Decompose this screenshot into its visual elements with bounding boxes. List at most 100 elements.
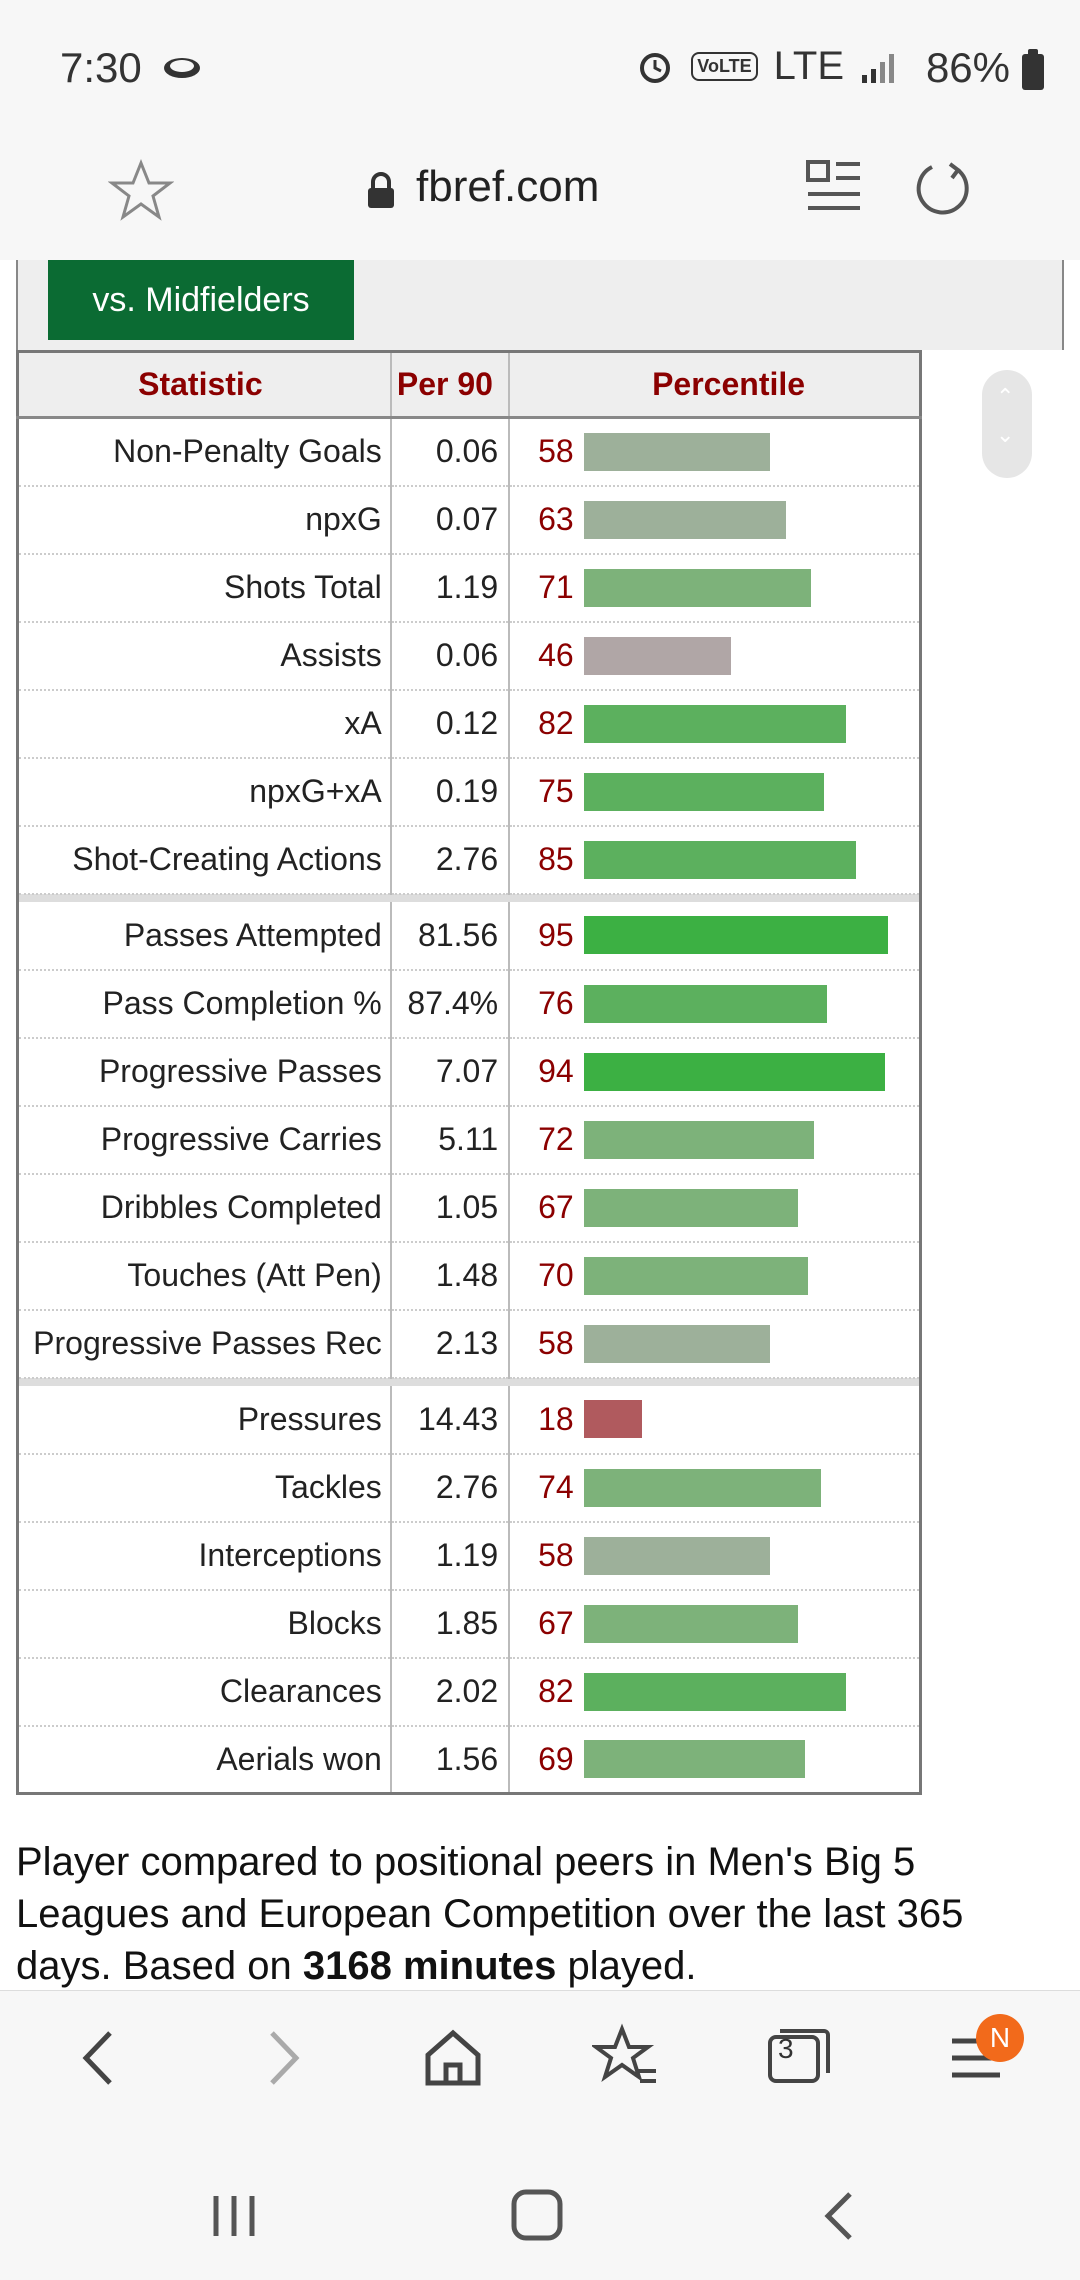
per90-value: 81.56 xyxy=(390,901,511,971)
stat-name: Touches (Att Pen) xyxy=(17,1241,392,1311)
percentile-wrap: 82 xyxy=(538,704,919,743)
status-icons: VoLTE LTE xyxy=(635,44,900,89)
percentile-bar xyxy=(584,1324,771,1363)
percentile-wrap: 75 xyxy=(538,772,919,811)
stat-name: Shot-Creating Actions xyxy=(17,825,392,895)
per90-value: 2.02 xyxy=(390,1657,511,1727)
network-label: LTE xyxy=(773,44,844,88)
stat-name: Progressive Passes xyxy=(17,1037,392,1107)
percentile-value: 58 xyxy=(538,433,574,470)
table-row: npxG 0.07 63 xyxy=(17,485,922,555)
percentile-value: 69 xyxy=(538,1740,574,1777)
percentile-bar xyxy=(584,1400,643,1438)
per90-value: 0.06 xyxy=(390,621,511,691)
vs-midfielders-button[interactable]: vs. Midfielders xyxy=(48,260,354,340)
percentile-value: 18 xyxy=(538,1400,574,1437)
percentile-cell: 58 xyxy=(509,1521,922,1591)
percentile-cell: 95 xyxy=(509,901,922,971)
percentile-value: 85 xyxy=(538,841,574,877)
percentile-wrap: 18 xyxy=(538,1400,919,1438)
percentile-value: 46 xyxy=(538,637,574,673)
table-header-row: Statistic Per 90 Percentile xyxy=(17,351,922,419)
stat-name: Progressive Carries xyxy=(17,1105,392,1175)
percentile-value: 75 xyxy=(538,773,574,809)
forward-icon[interactable] xyxy=(246,2023,316,2093)
percentile-cell: 74 xyxy=(509,1453,922,1523)
header-per90[interactable]: Per 90 xyxy=(390,351,511,419)
percentile-wrap: 58 xyxy=(538,1324,919,1363)
table-row: Shots Total 1.19 71 xyxy=(17,553,922,623)
percentile-wrap: 67 xyxy=(538,1604,919,1643)
percentile-bar xyxy=(584,1536,771,1575)
notification-badge: N xyxy=(976,2014,1024,2062)
percentile-value: 76 xyxy=(538,985,574,1021)
percentile-cell: 82 xyxy=(509,689,922,759)
per90-value: 2.76 xyxy=(390,825,511,895)
percentile-wrap: 72 xyxy=(538,1120,919,1159)
stat-name: Tackles xyxy=(17,1453,392,1523)
home-icon[interactable] xyxy=(418,2023,488,2093)
browser-nav-bar: 3 xyxy=(0,1990,1080,2140)
percentile-cell: 18 xyxy=(509,1385,922,1455)
percentile-value: 58 xyxy=(538,1537,574,1573)
per90-value: 2.76 xyxy=(390,1453,511,1523)
per90-value: 1.19 xyxy=(390,1521,511,1591)
header-statistic[interactable]: Statistic xyxy=(17,351,392,419)
table-row: Progressive Passes Rec 2.13 58 xyxy=(17,1309,922,1379)
tabs-count: 3 xyxy=(778,2033,794,2064)
lock-icon xyxy=(368,172,394,208)
percentile-wrap: 71 xyxy=(538,568,919,607)
per90-value: 87.4% xyxy=(390,969,511,1039)
stat-name: Shots Total xyxy=(17,553,392,623)
table-row: npxG+xA 0.19 75 xyxy=(17,757,922,827)
percentile-wrap: 74 xyxy=(538,1468,919,1507)
bookmarks-icon[interactable] xyxy=(592,2023,662,2093)
table-row: Passes Attempted 81.56 95 xyxy=(17,901,922,971)
percentile-cell: 69 xyxy=(509,1725,922,1795)
reader-mode-icon[interactable] xyxy=(806,158,862,218)
reload-icon[interactable] xyxy=(912,158,974,220)
home-button-icon[interactable] xyxy=(508,2188,568,2244)
url-text[interactable]: fbref.com xyxy=(416,162,600,211)
per90-value: 1.85 xyxy=(390,1589,511,1659)
system-back-icon[interactable] xyxy=(812,2188,872,2244)
stat-name: npxG+xA xyxy=(17,757,392,827)
stat-name: Dribbles Completed xyxy=(17,1173,392,1243)
percentile-cell: 67 xyxy=(509,1173,922,1243)
recent-apps-icon[interactable] xyxy=(206,2188,266,2244)
percentile-bar xyxy=(584,432,771,471)
tabs-icon xyxy=(768,2029,830,2083)
percentile-cell: 67 xyxy=(509,1589,922,1659)
table-row: Pass Completion % 87.4% 76 xyxy=(17,969,922,1039)
per90-value: 1.48 xyxy=(390,1241,511,1311)
scroll-handle[interactable]: ⌃ ⌄ xyxy=(982,370,1032,478)
percentile-cell: 94 xyxy=(509,1037,922,1107)
cloud-icon xyxy=(164,58,200,78)
percentile-value: 58 xyxy=(538,1325,574,1361)
separator-cell xyxy=(17,1377,922,1386)
stat-name: Non-Penalty Goals xyxy=(17,417,392,487)
back-icon[interactable] xyxy=(66,2023,136,2093)
status-bar: 7:30 VoLTE LTE 86% xyxy=(0,0,1080,140)
per90-value: 1.19 xyxy=(390,553,511,623)
percentile-cell: 85 xyxy=(509,825,922,895)
percentile-bar xyxy=(584,1468,822,1507)
percentile-value: 82 xyxy=(538,705,574,741)
per90-value: 14.43 xyxy=(390,1385,511,1455)
caption-text: Player compared to positional peers in M… xyxy=(16,1840,964,1988)
tabs-button[interactable]: 3 xyxy=(764,2023,834,2093)
per90-value: 5.11 xyxy=(390,1105,511,1175)
percentile-cell: 75 xyxy=(509,757,922,827)
percentile-wrap: 94 xyxy=(538,1052,919,1091)
header-percentile[interactable]: Percentile xyxy=(509,351,922,419)
bookmark-star-icon[interactable] xyxy=(108,158,174,224)
percentile-value: 74 xyxy=(538,1469,574,1505)
percentile-value: 67 xyxy=(538,1189,574,1225)
per90-value: 1.05 xyxy=(390,1173,511,1243)
table-row: Pressures 14.43 18 xyxy=(17,1385,922,1455)
percentile-wrap: 58 xyxy=(538,432,919,471)
filter-strip: vs. Midfielders xyxy=(16,260,1064,350)
per90-value: 7.07 xyxy=(390,1037,511,1107)
stat-name: Blocks xyxy=(17,1589,392,1659)
percentile-bar xyxy=(584,840,857,879)
